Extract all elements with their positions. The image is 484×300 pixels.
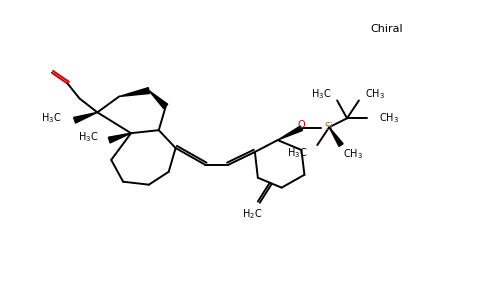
Text: CH$_3$: CH$_3$ [378,111,399,125]
Text: H$_3$C: H$_3$C [78,130,98,144]
Text: CH$_3$: CH$_3$ [343,147,363,161]
Polygon shape [278,126,302,140]
Polygon shape [149,91,168,109]
Polygon shape [329,127,343,146]
Text: H$_3$C: H$_3$C [287,146,307,160]
Text: H$_2$C: H$_2$C [242,208,262,221]
Text: Chiral: Chiral [370,24,403,34]
Text: Si: Si [325,122,333,132]
Text: H$_3$C: H$_3$C [311,88,331,101]
Text: O: O [298,120,305,130]
Text: CH$_3$: CH$_3$ [365,88,385,101]
Polygon shape [108,133,131,143]
Polygon shape [119,88,150,97]
Text: H$_3$C: H$_3$C [41,111,61,125]
Polygon shape [74,112,97,123]
